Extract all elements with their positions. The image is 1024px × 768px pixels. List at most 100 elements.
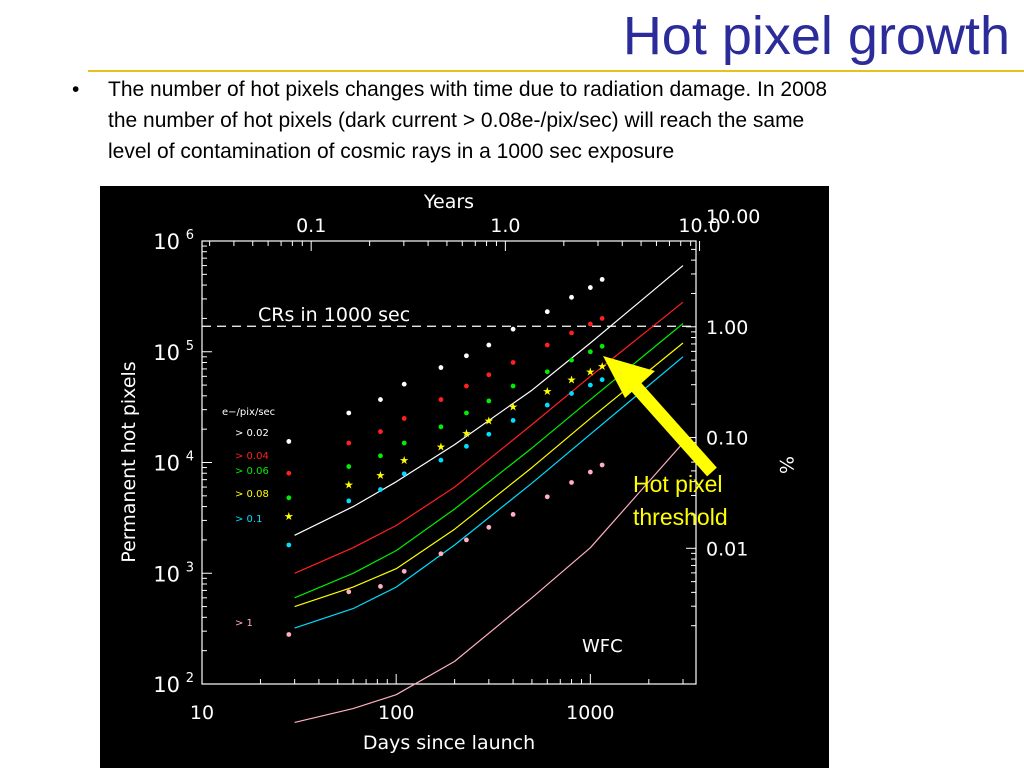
legend-entry: > 0.04 (235, 451, 269, 462)
data-point (569, 391, 574, 396)
data-point (599, 462, 605, 468)
data-point (464, 410, 469, 416)
data-point (587, 321, 593, 327)
arrow-icon (603, 356, 717, 477)
y-tick-label-exponent: 3 (186, 560, 194, 575)
data-point (438, 397, 444, 402)
data-point (438, 457, 444, 463)
data-point (464, 383, 469, 389)
arrow-shaft (624, 374, 717, 477)
reference-line-label: CRs in 1000 sec (258, 304, 410, 326)
data-point-star: ★ (399, 454, 409, 467)
data-point-star: ★ (597, 360, 607, 373)
legend: > 0.02 > 0.04 > 0.06 > 0.08 > 0.1 > 1 (235, 428, 269, 629)
data-point (438, 365, 444, 370)
data-point (510, 326, 516, 332)
legend-entry: > 0.06 (235, 466, 269, 477)
data-point (346, 589, 352, 595)
hot-pixel-threshold-label: Hot pixel threshold (633, 468, 728, 534)
x-tick-label: 100 (378, 702, 414, 724)
data-point (544, 402, 550, 408)
data-point (378, 584, 383, 589)
data-point-star: ★ (542, 385, 552, 398)
data-point (510, 360, 516, 365)
arrow-head (603, 356, 655, 398)
fit-line (294, 301, 684, 574)
data-point (587, 469, 593, 475)
fit-line (294, 323, 684, 599)
data-point (544, 494, 550, 500)
y-tick-label-base: 10 (153, 452, 180, 476)
data-point (587, 349, 593, 355)
y-tick-label-base: 10 (153, 562, 180, 586)
y-tick-label-exponent: 4 (186, 450, 194, 465)
data-point (599, 343, 605, 349)
data-point (486, 398, 492, 404)
data-point (378, 487, 383, 492)
y-tick-label-exponent: 5 (186, 339, 194, 354)
data-point (438, 424, 444, 430)
instrument-label: WFC (582, 636, 623, 657)
data-point (599, 377, 605, 383)
y-tick-label-base: 10 (153, 341, 180, 365)
data-point (599, 316, 605, 321)
data-point (544, 309, 550, 315)
data-point (569, 330, 574, 336)
x-tick-label: 10 (190, 702, 214, 724)
data-point (346, 498, 352, 504)
y-axis-title: Permanent hot pixels (118, 361, 140, 562)
data-point (378, 453, 383, 459)
bullet-line: The number of hot pixels changes with ti… (108, 78, 828, 101)
data-point (569, 294, 574, 300)
data-point (438, 551, 444, 557)
hot-pixel-chart: Years Days since launch Permanent hot pi… (118, 191, 797, 754)
data-point (286, 542, 292, 548)
data-point (510, 383, 516, 389)
data-point (510, 511, 516, 517)
title-rule (88, 70, 1024, 72)
bullet-line: the number of hot pixels (dark current >… (108, 109, 805, 132)
fit-line (294, 342, 684, 608)
fit-line (294, 356, 684, 629)
y-tick-label-base: 10 (153, 230, 180, 254)
data-point (486, 524, 492, 530)
y-tick-label-exponent: 6 (186, 228, 194, 243)
data-point-star: ★ (508, 401, 518, 414)
data-point (346, 410, 352, 416)
x2-axis-title: Years (423, 191, 474, 213)
data-point (401, 416, 407, 421)
data-point (401, 568, 407, 574)
data-point (378, 397, 383, 402)
data-point (401, 440, 407, 446)
x2-tick-label: 10.0 (678, 215, 720, 237)
y2-tick-label: 0.10 (706, 428, 748, 450)
data-point (346, 464, 352, 469)
data-point (286, 470, 292, 476)
fit-line (294, 442, 684, 723)
y-tick-label-base: 10 (153, 673, 180, 697)
legend-entry: > 0.08 (235, 489, 269, 500)
y2-tick-label: 0.01 (706, 538, 748, 560)
data-point (401, 381, 407, 387)
data-point-star: ★ (376, 469, 386, 482)
data-point (510, 417, 516, 423)
legend-entry: > 0.1 (235, 514, 262, 525)
y2-tick-label: 10.00 (706, 206, 760, 228)
x2-tick-label: 1.0 (490, 215, 520, 237)
fit-line (294, 265, 684, 536)
data-point (486, 342, 492, 348)
data-point (569, 357, 574, 363)
chart-panel: Years Days since launch Permanent hot pi… (100, 186, 829, 768)
x-axis-title: Days since launch (363, 732, 535, 754)
annotation-line: Hot pixel (633, 471, 723, 497)
data-point (587, 285, 593, 290)
data-point (286, 439, 292, 444)
data-point (544, 342, 550, 348)
data-point (464, 443, 469, 449)
data-point (286, 632, 292, 637)
x2-tick-label: 0.1 (296, 215, 326, 237)
bullet-text: The number of hot pixels changes with ti… (108, 74, 1008, 167)
data-point-star: ★ (461, 427, 471, 440)
y-tick-label-exponent: 2 (186, 671, 194, 686)
legend-entry: > 0.02 (235, 428, 269, 439)
